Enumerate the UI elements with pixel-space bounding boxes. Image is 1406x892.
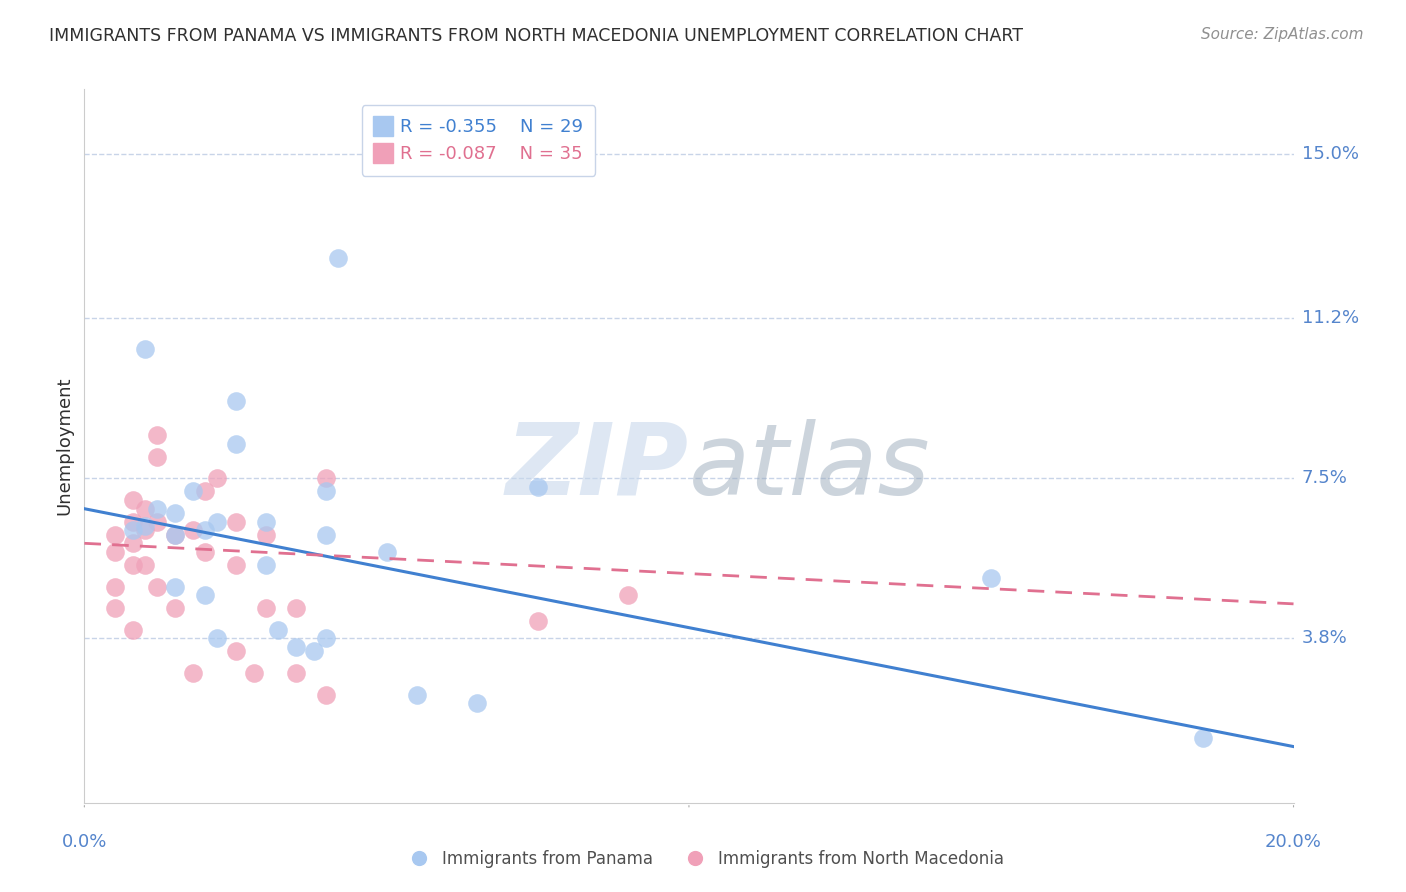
Point [315, 527, 337, 541]
Point [181, 524, 204, 538]
Point [146, 515, 169, 529]
Point [328, 251, 350, 265]
Point [104, 545, 127, 559]
Text: atlas: atlas [689, 419, 931, 516]
Point [225, 393, 247, 408]
Point [315, 471, 337, 485]
Point [194, 524, 217, 538]
Point [225, 558, 247, 572]
Point [526, 480, 548, 494]
Point [146, 428, 169, 442]
Point [254, 558, 277, 572]
Point [254, 515, 277, 529]
Text: 0.0%: 0.0% [62, 833, 107, 851]
Point [254, 601, 277, 615]
Text: 20.0%: 20.0% [1265, 833, 1322, 851]
Point [163, 527, 186, 541]
Point [980, 571, 1002, 585]
Point [121, 623, 143, 637]
Point [207, 471, 229, 485]
Point [284, 601, 308, 615]
Point [302, 644, 325, 658]
Point [1191, 731, 1213, 745]
Point [207, 515, 229, 529]
Point [406, 688, 429, 702]
Point [194, 545, 217, 559]
Point [194, 484, 217, 499]
Point [134, 342, 156, 356]
Point [134, 501, 156, 516]
Point [181, 484, 204, 499]
Text: ZIP: ZIP [506, 419, 689, 516]
Point [284, 666, 308, 681]
Point [375, 545, 398, 559]
Point [207, 632, 229, 646]
Text: 7.5%: 7.5% [1302, 469, 1348, 487]
Point [163, 580, 186, 594]
Point [104, 527, 127, 541]
Point [134, 558, 156, 572]
Point [134, 519, 156, 533]
Text: 3.8%: 3.8% [1302, 630, 1347, 648]
Point [181, 666, 204, 681]
Point [225, 437, 247, 451]
Point [121, 536, 143, 550]
Point [254, 527, 277, 541]
Point [121, 493, 143, 508]
Point [146, 580, 169, 594]
Legend: Immigrants from Panama, Immigrants from North Macedonia: Immigrants from Panama, Immigrants from … [395, 844, 1011, 875]
Text: 15.0%: 15.0% [1302, 145, 1358, 163]
Point [284, 640, 308, 654]
Point [194, 588, 217, 602]
Point [267, 623, 290, 637]
Point [315, 688, 337, 702]
Point [121, 515, 143, 529]
Text: 11.2%: 11.2% [1302, 310, 1360, 327]
Point [121, 524, 143, 538]
Point [163, 506, 186, 520]
Legend: R = -0.355    N = 29, R = -0.087    N = 35: R = -0.355 N = 29, R = -0.087 N = 35 [361, 105, 595, 176]
Text: IMMIGRANTS FROM PANAMA VS IMMIGRANTS FROM NORTH MACEDONIA UNEMPLOYMENT CORRELATI: IMMIGRANTS FROM PANAMA VS IMMIGRANTS FRO… [49, 27, 1024, 45]
Point [242, 666, 264, 681]
Point [134, 524, 156, 538]
Point [104, 601, 127, 615]
Point [526, 614, 548, 628]
Point [146, 501, 169, 516]
Point [315, 484, 337, 499]
Point [163, 601, 186, 615]
Point [121, 558, 143, 572]
Text: Source: ZipAtlas.com: Source: ZipAtlas.com [1201, 27, 1364, 42]
Point [225, 644, 247, 658]
Point [163, 527, 186, 541]
Point [315, 632, 337, 646]
Point [225, 515, 247, 529]
Point [467, 696, 489, 710]
Point [146, 450, 169, 464]
Point [104, 580, 127, 594]
Point [617, 588, 640, 602]
Y-axis label: Unemployment: Unemployment [55, 376, 73, 516]
